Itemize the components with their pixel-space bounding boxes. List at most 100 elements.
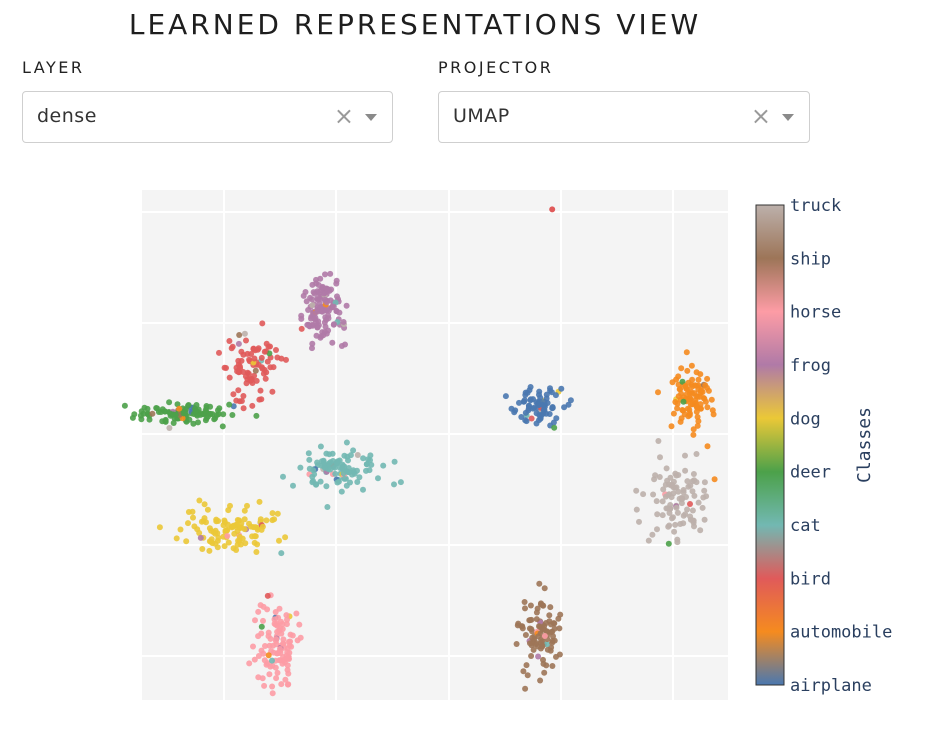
data-point [314,459,321,466]
data-point [354,467,360,474]
data-point [360,455,367,462]
data-point [688,362,695,369]
data-point [338,343,345,349]
data-point [391,481,397,488]
data-point [195,419,201,426]
data-point [665,540,672,547]
data-point [329,339,336,346]
data-point [262,643,268,649]
data-point [522,417,529,424]
data-point [247,523,254,530]
data-point [520,668,527,675]
data-point [678,365,685,372]
data-point [205,413,211,420]
data-point [269,690,276,697]
data-point [524,672,531,679]
data-point [259,675,266,682]
data-point [189,508,196,515]
data-point [264,358,271,365]
data-point [666,522,673,529]
data-point [375,475,381,482]
data-point [694,414,701,420]
data-point [673,484,680,491]
data-point [269,510,276,517]
data-point [544,646,551,653]
data-point [340,319,347,325]
data-point [697,527,704,534]
data-point [255,608,262,615]
data-point [266,350,273,357]
data-point [284,649,291,656]
data-point [278,681,285,688]
data-point [697,387,704,394]
data-point [669,515,675,522]
data-point [212,530,219,537]
data-point [269,683,276,690]
data-point [138,416,145,423]
data-point [236,398,243,405]
data-point [526,617,533,624]
data-point [213,412,220,418]
data-point [193,407,200,414]
data-point [701,479,708,486]
data-point [313,276,319,283]
data-point [236,332,243,338]
chevron-down-icon[interactable] [782,114,794,121]
data-point [206,547,213,554]
data-point [324,307,330,314]
close-icon[interactable]: × [333,102,354,130]
projector-select[interactable]: UMAP × [438,91,810,143]
data-point [249,533,256,540]
data-point [324,287,331,294]
colorbar-tick-label: automobile [790,623,892,643]
data-point [235,340,242,347]
chevron-down-icon[interactable] [365,114,377,121]
data-point [244,502,250,509]
data-point [170,420,177,426]
data-point [185,402,192,408]
data-point [196,497,203,504]
colorbar [755,204,785,686]
data-point [522,605,528,612]
data-point [535,643,542,650]
data-point [289,632,296,639]
data-point [315,282,322,288]
data-point [278,618,284,625]
data-point [257,387,264,394]
data-point [238,357,245,364]
data-point [667,502,674,508]
data-point [323,483,330,490]
data-point [702,382,709,389]
data-point [258,354,265,361]
data-point [215,534,222,541]
data-point [659,512,666,519]
data-point [272,609,279,615]
data-point [174,401,181,408]
data-point [330,458,336,464]
layer-select[interactable]: dense × [22,91,393,143]
data-point [397,479,404,486]
data-point [667,474,674,481]
data-point [297,464,304,471]
data-point [544,641,550,648]
data-point [266,642,273,649]
data-point [680,398,687,405]
close-icon[interactable]: × [750,102,771,130]
data-point [541,398,548,405]
data-point [230,522,237,529]
data-point [656,474,663,480]
colorbar-tick-label: deer [790,463,831,483]
data-point [283,612,290,619]
data-point [241,507,248,514]
data-point [519,625,526,632]
data-point [229,412,236,418]
data-point [687,401,694,408]
data-point [522,632,529,638]
data-point [672,521,679,528]
data-point [536,417,542,424]
data-point [347,452,354,459]
data-point [541,633,548,639]
data-point [240,393,247,399]
data-point [546,618,553,625]
